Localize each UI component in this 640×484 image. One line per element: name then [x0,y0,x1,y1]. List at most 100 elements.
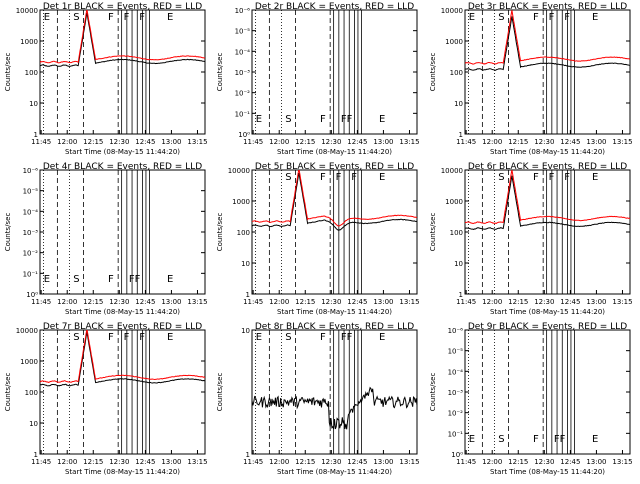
y-tick-label: 1000 [445,198,463,206]
plot-frame [464,169,631,295]
x-tick-label: 13:00 [373,458,393,466]
y-axis-label: Counts/sec [429,213,437,252]
x-tick-label: 12:30 [321,298,341,306]
panel-title: Det 6r BLACK = Events, RED = LLD [468,162,627,172]
event-marker-label: E [592,12,598,23]
x-axis-label: Start Time (08-May-15 11:44:20) [277,468,392,476]
y-tick-label: 1 [459,131,463,139]
y-tick-label: 10 [454,100,463,108]
event-marker-label: F [320,114,326,125]
y-tick-label: 100 [237,229,250,237]
event-marker-label: F [533,172,539,183]
x-tick-label: 12:45 [135,138,155,146]
plot-frame [464,9,631,135]
event-marker-label: F [139,12,145,23]
event-marker-label: S [285,172,291,183]
plot-frame [39,329,206,455]
x-tick-label: 12:00 [482,298,502,306]
event-marker-label: F [564,12,570,23]
x-tick-label: 12:00 [57,298,77,306]
plot-frame [251,329,418,455]
y-tick-label: 10000 [16,327,38,335]
event-marker-label: E [44,274,50,285]
x-axis-label: Start Time (08-May-15 11:44:20) [490,468,605,476]
panel-title: Det 8r BLACK = Events, RED = LLD [255,322,414,332]
y-tick-label: 10⁻⁵ [23,188,39,196]
plot-frame [39,169,206,295]
series-events-black [252,386,417,430]
event-marker-label: FF [554,434,566,445]
event-marker-label: S [285,114,291,125]
series-events-black [40,12,205,67]
y-tick-label: 10⁻² [448,410,464,418]
x-tick-label: 12:30 [321,138,341,146]
y-tick-label: 1000 [445,38,463,46]
x-tick-label: 12:00 [57,458,77,466]
y-tick-label: 10⁻³ [23,229,39,237]
y-tick-label: 10⁻³ [235,69,251,77]
x-tick-label: 13:00 [586,138,606,146]
x-tick-label: 12:15 [508,298,528,306]
event-marker-label: S [73,332,79,343]
x-tick-label: 13:00 [373,138,393,146]
y-tick-label: 10 [241,260,250,268]
y-tick-label: 10 [454,260,463,268]
x-tick-label: 13:15 [187,138,207,146]
x-tick-label: 13:15 [187,458,207,466]
y-tick-label: 100 [450,229,463,237]
plot-frame [39,9,206,135]
x-tick-label: 12:15 [508,138,528,146]
event-marker-label: S [498,12,504,23]
y-tick-label: 1 [459,291,463,299]
x-tick-label: 12:30 [534,138,554,146]
event-marker-label: FF [341,332,353,343]
chart-panel-1: Det 1r BLACK = Events, RED = LLD 10000 100… [4,2,208,156]
x-tick-label: 11:45 [243,458,263,466]
event-marker-label: F [351,172,357,183]
x-tick-label: 12:45 [347,458,367,466]
event-marker-label: E [44,12,50,23]
x-tick-label: 12:15 [83,298,103,306]
y-tick-label: 1 [246,291,250,299]
x-tick-label: 12:45 [135,458,155,466]
y-tick-label: 1 [34,131,38,139]
x-tick-label: 12:00 [482,138,502,146]
event-marker-label: F [108,12,114,23]
event-marker-label: F [336,172,342,183]
x-tick-label: 13:15 [187,298,207,306]
x-tick-label: 12:45 [347,138,367,146]
y-tick-label: 10⁻¹ [235,110,251,118]
event-marker-label: E [256,332,262,343]
x-tick-label: 12:30 [109,298,129,306]
x-axis-label: Start Time (08-May-15 11:44:20) [277,308,392,316]
event-marker-label: E [167,274,173,285]
y-tick-label: 10⁻¹ [448,430,464,438]
event-marker-label: F [549,172,555,183]
y-axis-label: Counts/sec [4,53,12,92]
event-marker-label: E [379,114,385,125]
plot-frame [251,9,418,135]
event-marker-label: F [533,434,539,445]
panel-title: Det 5r BLACK = Events, RED = LLD [255,162,414,172]
y-axis-label: Counts/sec [429,373,437,412]
x-tick-label: 13:00 [373,298,393,306]
y-tick-label: 10⁻⁶ [448,327,464,335]
x-tick-label: 11:45 [31,298,51,306]
chart-panel-3: Det 3r BLACK = Events, RED = LLD 10000 100… [429,2,633,156]
x-tick-label: 12:00 [269,458,289,466]
event-marker-label: F [320,172,326,183]
x-tick-label: 12:00 [269,298,289,306]
x-tick-label: 12:45 [560,298,580,306]
x-tick-label: 12:00 [269,138,289,146]
x-tick-label: 13:00 [161,298,181,306]
y-tick-label: 100 [450,69,463,77]
y-tick-label: 10 [241,327,250,335]
x-tick-label: 12:30 [321,458,341,466]
x-tick-label: 13:00 [161,458,181,466]
y-axis-label: Counts/sec [429,53,437,92]
y-tick-label: 10 [29,420,38,428]
x-tick-label: 13:15 [612,138,632,146]
x-tick-label: 12:45 [135,298,155,306]
x-tick-label: 11:45 [456,138,476,146]
